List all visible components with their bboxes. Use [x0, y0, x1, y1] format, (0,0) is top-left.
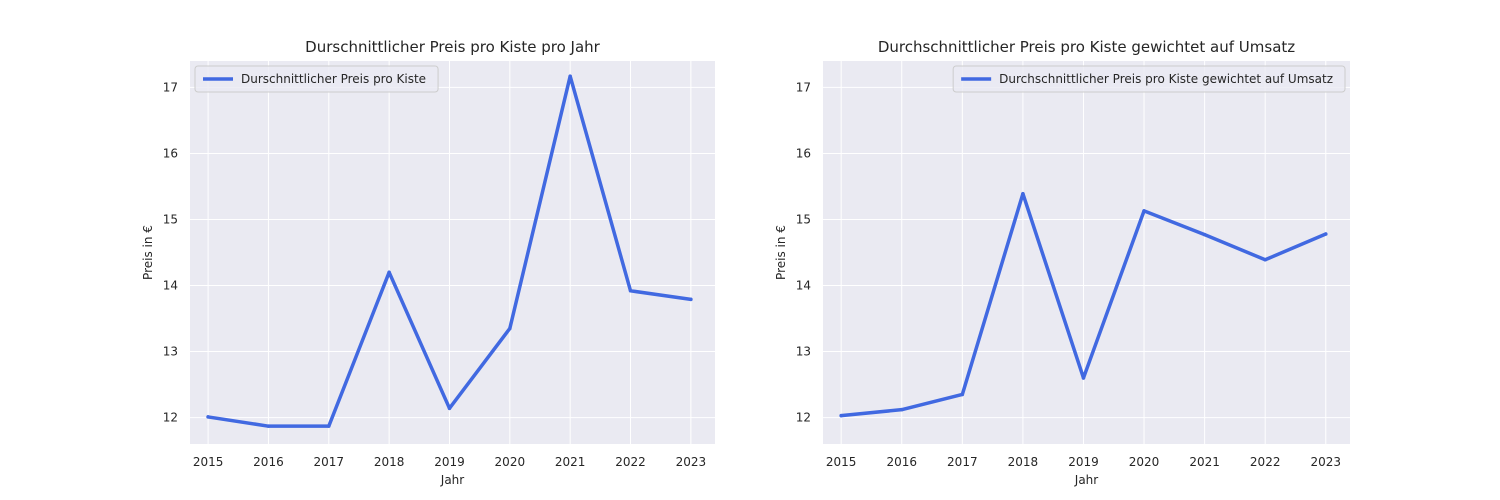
x-tick-label: 2018	[1008, 455, 1039, 469]
chart-weighted-average-price-per-crate: 2015 2016 2017 2018 2019 2020 2021 2022 2023 12 13…	[774, 38, 1350, 487]
y-axis-label: Preis in €	[774, 225, 788, 280]
data-point	[1081, 376, 1086, 380]
legend-label: Durchschnittlicher Preis pro Kiste gewic…	[999, 72, 1333, 86]
legend: Durschnittlicher Preis pro Kiste	[194, 65, 439, 93]
data-point	[327, 424, 331, 428]
y-tick-label: 17	[796, 80, 811, 94]
data-point	[628, 289, 633, 293]
chart-title: Durchschnittlicher Preis pro Kiste gewic…	[878, 38, 1295, 56]
data-point	[1202, 232, 1207, 237]
x-tick-label: 2019	[434, 455, 465, 469]
x-tick-label: 2019	[1068, 455, 1099, 469]
y-tick-label: 14	[163, 279, 178, 293]
x-tick-label: 2018	[374, 455, 405, 469]
data-point	[266, 424, 271, 428]
x-tick-label: 2017	[947, 455, 978, 469]
data-point	[899, 407, 904, 412]
data-point	[568, 74, 572, 78]
x-tick-label: 2015	[193, 455, 224, 469]
data-point	[1021, 191, 1025, 196]
x-tick-label: 2017	[314, 455, 345, 469]
x-tick-label: 2022	[615, 455, 646, 469]
x-tick-label: 2023	[676, 455, 707, 469]
x-tick-label: 2016	[886, 455, 917, 469]
legend-label: Durschnittlicher Preis pro Kiste	[241, 72, 426, 86]
x-tick-label: 2021	[1189, 455, 1220, 469]
y-tick-label: 14	[796, 279, 811, 293]
data-point	[1263, 258, 1267, 262]
y-tick-label: 15	[163, 212, 178, 226]
x-tick-label: 2015	[826, 455, 857, 469]
data-point	[508, 326, 512, 331]
y-tick-label: 16	[796, 146, 811, 160]
x-tick-label: 2022	[1250, 455, 1281, 469]
y-tick-label: 13	[796, 345, 811, 359]
chart-average-price-per-crate: 2015 2016 2017 2018 2019 2020 2021 2022 2023 12 13…	[141, 38, 715, 487]
data-point	[1142, 209, 1146, 213]
data-point	[839, 413, 843, 418]
x-tick-label: 2020	[1129, 455, 1160, 469]
y-tick-label: 12	[796, 411, 811, 425]
data-point	[447, 406, 452, 411]
y-axis-label: Preis in €	[141, 225, 155, 280]
plot-area	[190, 61, 715, 444]
data-point	[960, 392, 965, 397]
data-point	[206, 415, 210, 419]
legend: Durchschnittlicher Preis pro Kiste gewic…	[952, 65, 1346, 93]
data-point	[1324, 232, 1328, 236]
x-tick-label: 2021	[555, 455, 586, 469]
chart-title: Durschnittlicher Preis pro Kiste pro Jah…	[305, 38, 601, 56]
data-point	[387, 270, 391, 275]
y-tick-label: 13	[163, 345, 178, 359]
x-axis-label: Jahr	[440, 473, 464, 487]
y-tick-label: 17	[163, 80, 178, 94]
x-axis-label: Jahr	[1074, 473, 1098, 487]
legend-box	[194, 65, 439, 93]
y-tick-label: 16	[163, 146, 178, 160]
legend-box	[952, 65, 1346, 93]
plot-area	[823, 61, 1350, 444]
x-tick-label: 2016	[253, 455, 284, 469]
y-tick-label: 15	[796, 212, 811, 226]
data-point	[689, 297, 693, 302]
x-tick-label: 2023	[1310, 455, 1341, 469]
y-tick-label: 12	[163, 411, 178, 425]
x-tick-label: 2020	[495, 455, 526, 469]
